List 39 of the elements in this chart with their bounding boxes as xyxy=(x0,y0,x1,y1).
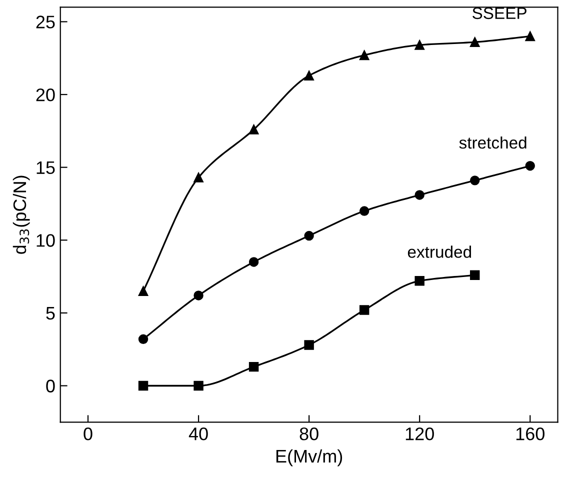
y-tick-label: 5 xyxy=(46,307,55,320)
point xyxy=(359,305,370,315)
x-axis-title: E(Mv/m) xyxy=(276,449,342,466)
point xyxy=(194,380,204,391)
x-tick-label: 0 xyxy=(84,427,92,440)
y-tick-label: 10 xyxy=(36,234,55,247)
point xyxy=(304,230,314,241)
point xyxy=(248,257,259,267)
point xyxy=(194,290,204,300)
x-tick-label: 160 xyxy=(516,427,544,440)
point xyxy=(194,172,204,182)
point xyxy=(470,37,480,47)
point xyxy=(414,40,424,50)
point xyxy=(138,380,148,391)
point xyxy=(138,286,148,296)
point xyxy=(525,161,535,171)
point xyxy=(359,206,370,216)
y-tick-label: 25 xyxy=(36,16,55,28)
series-label: extruded xyxy=(408,246,472,258)
y-tick-label: 0 xyxy=(46,380,55,392)
point xyxy=(138,334,148,344)
point xyxy=(525,31,535,42)
y-tick-label: 20 xyxy=(36,88,55,102)
point xyxy=(359,50,370,60)
point xyxy=(304,340,314,350)
series-label: stretched xyxy=(459,136,526,149)
x-tick-label: 80 xyxy=(300,427,318,440)
point xyxy=(470,270,480,280)
y-axis-title: d$_{33}$(pC/N) xyxy=(12,176,30,254)
x-tick-label: 120 xyxy=(406,427,434,440)
point xyxy=(414,190,424,200)
point xyxy=(248,362,259,372)
point xyxy=(304,70,314,80)
point xyxy=(248,124,259,134)
point xyxy=(414,276,424,286)
x-tick-label: 40 xyxy=(188,427,208,440)
series-label: SSEEP xyxy=(472,7,526,20)
y-tick-label: 15 xyxy=(36,161,55,174)
point xyxy=(470,176,480,186)
